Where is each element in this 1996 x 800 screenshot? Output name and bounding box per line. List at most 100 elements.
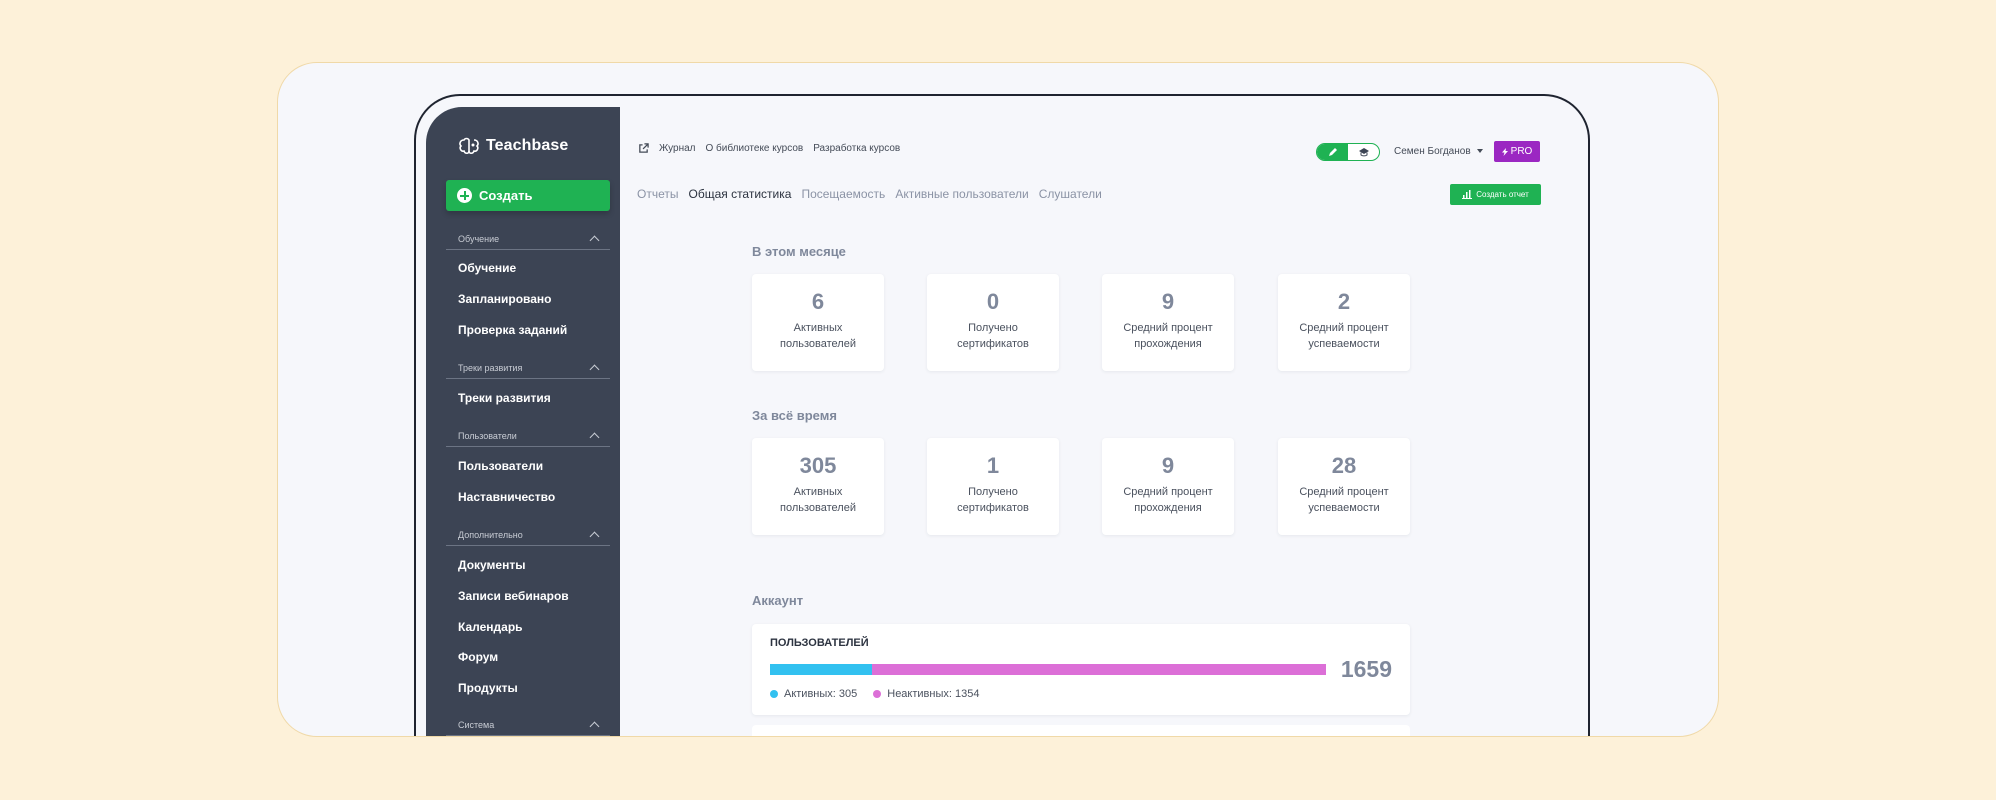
logo-text: Teachbase (486, 137, 569, 154)
sidebar-section-system[interactable]: Система (446, 714, 610, 736)
logo[interactable]: Teachbase (458, 137, 568, 155)
brain-icon (459, 137, 479, 155)
create-report-label: Создать отчет (1476, 190, 1529, 199)
user-name: Семен Богданов (1394, 146, 1471, 157)
stat-label: Средний процент успеваемости (1299, 486, 1389, 514)
stat-card: 9 Средний процент прохождения (1102, 274, 1234, 371)
section-title: Пользователи (458, 430, 517, 441)
chevron-up-icon (589, 432, 600, 443)
active-dot (770, 690, 778, 698)
section-account-title: Аккаунт (752, 593, 804, 608)
stat-card: 305 Активных пользователей (752, 438, 884, 535)
stat-card: 2 Средний процент успеваемости (1278, 274, 1410, 371)
users-title: ПОЛЬЗОВАТЕЛЕЙ (770, 637, 869, 649)
stat-label: Получено сертификатов (957, 486, 1029, 514)
sidebar-item-documents[interactable]: Документы (458, 558, 526, 572)
section-this-month-title: В этом месяце (752, 244, 846, 259)
stat-label: Получено сертификатов (957, 322, 1029, 350)
stat-label: Активных пользователей (780, 322, 856, 350)
tab-attendance[interactable]: Посещаемость (801, 187, 886, 201)
link-journal[interactable]: Журнал (659, 143, 696, 154)
sidebar: Teachbase Создать Обучение Обучение Запл… (426, 107, 620, 736)
chevron-up-icon (589, 364, 600, 375)
sidebar-item-mentoring[interactable]: Наставничество (458, 490, 556, 504)
stat-card: 1 Получено сертификатов (927, 438, 1059, 535)
sidebar-item-users[interactable]: Пользователи (458, 459, 544, 473)
section-title: Дополнительно (458, 529, 523, 540)
sidebar-item-review[interactable]: Проверка заданий (458, 323, 568, 337)
device-frame: Teachbase Создать Обучение Обучение Запл… (414, 94, 1590, 736)
create-label: Создать (479, 188, 533, 203)
stat-value: 6 (811, 289, 825, 314)
legend-active-label: Активных: 305 (784, 688, 858, 700)
sidebar-item-products[interactable]: Продукты (458, 681, 518, 695)
chevron-up-icon (589, 531, 600, 542)
stat-value: 2 (1337, 289, 1351, 314)
tab-active-users[interactable]: Активные пользователи (895, 187, 1029, 201)
sidebar-item-calendar[interactable]: Календарь (458, 620, 523, 634)
sidebar-item-learning[interactable]: Обучение (458, 261, 517, 275)
users-card: ПОЛЬЗОВАТЕЛЕЙ 1659 Активных: 305 Н (752, 624, 1410, 715)
create-report-button[interactable]: Создать отчет (1450, 184, 1541, 205)
legend-inactive: Неактивных: 1354 (873, 688, 979, 700)
stat-card: 0 Получено сертификатов (927, 274, 1059, 371)
inactive-users-bar (872, 664, 1326, 675)
section-title: Треки развития (458, 362, 523, 373)
stat-value: 0 (986, 289, 1000, 314)
tab-reports[interactable]: Отчеты (637, 187, 679, 201)
users-legend: Активных: 305 Неактивных: 1354 (770, 688, 979, 700)
link-development[interactable]: Разработка курсов (813, 143, 901, 154)
tab-general-stats[interactable]: Общая статистика (688, 187, 792, 201)
chevron-up-icon (589, 721, 600, 732)
pro-button[interactable]: PRO (1494, 141, 1540, 162)
section-title: Система (458, 719, 495, 730)
inactive-dot (873, 690, 882, 698)
create-button[interactable]: Создать (446, 180, 610, 211)
external-link-icon (639, 143, 649, 153)
sidebar-item-planned[interactable]: Запланировано (458, 292, 552, 306)
user-menu[interactable]: Семен Богданов (1394, 146, 1483, 157)
users-total: 1659 (1340, 656, 1392, 682)
main-content: Журнал О библиотеке курсов Разработка ку… (620, 107, 1588, 736)
learn-mode[interactable] (1348, 144, 1379, 160)
stat-label: Средний процент прохождения (1123, 322, 1213, 350)
stat-card: 6 Активных пользователей (752, 274, 884, 371)
users-progress-bar (770, 664, 1326, 675)
lightning-icon (1501, 147, 1508, 156)
stat-value: 9 (1161, 453, 1175, 478)
sidebar-section-tracks[interactable]: Треки развития (446, 357, 610, 379)
caret-down-icon (1476, 149, 1483, 154)
next-account-card (752, 725, 1410, 736)
tab-listeners[interactable]: Слушатели (1038, 187, 1102, 201)
showcase-frame: Teachbase Создать Обучение Обучение Запл… (277, 62, 1719, 737)
edit-mode[interactable] (1317, 144, 1348, 160)
tab-bar: Отчеты Общая статистика Посещаемость Акт… (637, 187, 1102, 201)
stat-card: 28 Средний процент успеваемости (1278, 438, 1410, 535)
app-screen: Teachbase Создать Обучение Обучение Запл… (426, 107, 1588, 736)
sidebar-item-forum[interactable]: Форум (458, 650, 499, 664)
pro-label: PRO (1510, 146, 1533, 157)
sidebar-section-users[interactable]: Пользователи (446, 425, 610, 447)
active-users-bar (770, 664, 873, 675)
stat-label: Средний процент успеваемости (1299, 322, 1389, 350)
sidebar-section-learning[interactable]: Обучение (446, 228, 610, 250)
sidebar-item-tracks[interactable]: Треки развития (458, 391, 551, 405)
link-library[interactable]: О библиотеке курсов (705, 143, 804, 154)
stat-value: 305 (799, 453, 837, 478)
legend-active: Активных: 305 (770, 688, 857, 700)
stat-value: 9 (1161, 289, 1175, 314)
sidebar-item-webinars[interactable]: Записи вебинаров (458, 589, 569, 603)
pencil-icon (1328, 148, 1337, 156)
section-title: Обучение (458, 233, 500, 244)
top-links: Журнал О библиотеке курсов Разработка ку… (638, 143, 900, 154)
graduation-cap-icon (1358, 148, 1369, 157)
stat-card: 9 Средний процент прохождения (1102, 438, 1234, 535)
mode-toggle[interactable] (1316, 143, 1380, 161)
legend-inactive-label: Неактивных: 1354 (887, 688, 980, 700)
sidebar-section-extra[interactable]: Дополнительно (446, 524, 610, 546)
plus-icon (457, 188, 472, 203)
stat-label: Средний процент прохождения (1123, 486, 1213, 514)
bar-chart-icon (1462, 190, 1473, 199)
section-all-time-title: За всё время (752, 408, 837, 423)
chevron-up-icon (589, 235, 600, 246)
